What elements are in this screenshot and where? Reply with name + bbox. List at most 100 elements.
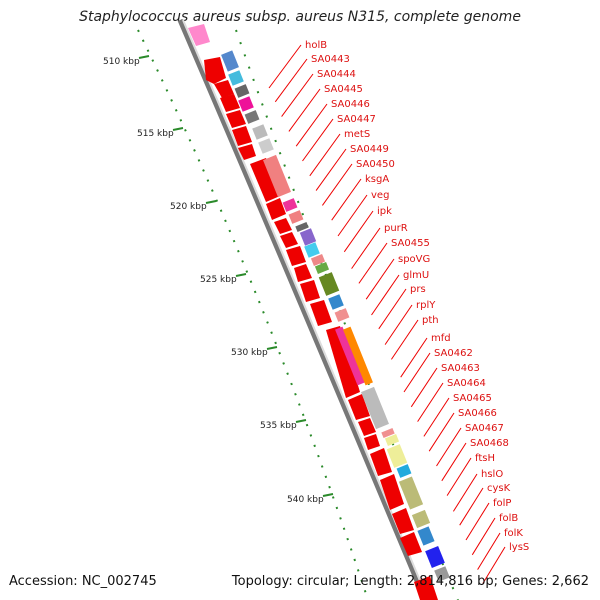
gene-label[interactable]: SA0464: [447, 378, 486, 389]
scale-tick-label: 530 kbp: [231, 348, 268, 358]
gene-arrow: [310, 300, 332, 326]
gene-block: [310, 254, 326, 266]
gene-block: [361, 386, 389, 430]
gene-label-leader: [390, 319, 419, 360]
gene-label-leader: [321, 163, 353, 206]
gene-label[interactable]: SA0466: [458, 408, 497, 419]
gene-label[interactable]: mfd: [431, 333, 451, 344]
scale-tick-mark: [205, 200, 217, 204]
scale-tick-label: 540 kbp: [287, 495, 324, 505]
scale-tick-mark: [138, 55, 150, 59]
gene-label[interactable]: folP: [493, 498, 511, 509]
forward-genes: [188, 24, 438, 600]
gene-arrow: [274, 218, 292, 234]
gene-label[interactable]: SA0449: [350, 144, 389, 155]
gene-arrow: [250, 158, 280, 202]
gene-label[interactable]: SA0447: [337, 114, 376, 125]
gene-label-leader: [471, 517, 496, 556]
gene-block: [396, 464, 412, 478]
genome-backbone: [177, 19, 428, 600]
gene-arrow: [294, 264, 312, 282]
gene-label[interactable]: SA0450: [356, 159, 395, 170]
gene-block: [318, 272, 340, 296]
gene-block: [384, 434, 400, 446]
gene-block: [288, 210, 304, 224]
gene-block: [314, 262, 330, 274]
gene-label[interactable]: SA0445: [324, 84, 363, 95]
genome-summary-text: Topology: circular; Length: 2,814,816 bp…: [231, 574, 589, 589]
gene-label[interactable]: glmU: [403, 270, 429, 281]
gene-label[interactable]: ftsH: [475, 453, 495, 464]
gene-block: [304, 242, 320, 258]
gene-label[interactable]: SA0463: [441, 363, 480, 374]
gene-label[interactable]: folB: [499, 513, 518, 524]
scale-tick-label: 515 kbp: [137, 129, 174, 139]
gene-label[interactable]: purR: [384, 223, 408, 234]
gene-block: [221, 50, 239, 72]
gene-label[interactable]: veg: [371, 190, 389, 201]
scale-tick-label: 535 kbp: [260, 421, 297, 431]
gene-arrow: [204, 57, 226, 84]
gene-arrow: [238, 144, 256, 160]
gene-label-leader: [417, 382, 444, 422]
gene-label-leader: [410, 367, 438, 408]
gene-label-leader: [436, 427, 462, 467]
gene-block: [244, 110, 260, 124]
gene-label-leader: [452, 473, 478, 512]
gene-block: [398, 476, 424, 510]
gene-label[interactable]: ipk: [377, 206, 392, 217]
gene-label[interactable]: rplY: [416, 300, 436, 311]
gene-label-leader: [403, 352, 431, 393]
gene-label-leader: [268, 44, 302, 89]
gene-arrow: [300, 280, 320, 302]
gene-arrow: [370, 448, 392, 476]
gene-label[interactable]: lysS: [509, 542, 529, 553]
gene-label[interactable]: SA0444: [317, 69, 356, 80]
gene-block: [238, 96, 254, 112]
gene-label[interactable]: SA0462: [434, 348, 473, 359]
gene-label[interactable]: folK: [504, 528, 523, 539]
gene-label-leader: [274, 58, 308, 103]
gene-label-leader: [428, 412, 455, 452]
gene-arrow: [358, 418, 376, 436]
map-title: Staphylococcus aureus subsp. aureus N315…: [79, 9, 521, 25]
gene-label[interactable]: SA0443: [311, 54, 350, 65]
gene-arrow: [392, 508, 414, 534]
gene-label-leader: [302, 118, 334, 162]
gene-label[interactable]: SA0455: [391, 238, 430, 249]
gene-label-leader: [288, 88, 321, 132]
gene-label[interactable]: holB: [305, 40, 327, 51]
gene-block: [299, 228, 317, 246]
gene-block: [386, 444, 408, 468]
gene-label[interactable]: metS: [344, 129, 370, 140]
gene-arrow: [348, 394, 370, 420]
gene-label[interactable]: SA0467: [465, 423, 504, 434]
gene-label[interactable]: spoVG: [398, 254, 430, 265]
gene-label[interactable]: SA0468: [470, 438, 509, 449]
gene-label-leader: [465, 502, 490, 541]
gene-arrow: [364, 434, 380, 450]
gene-label[interactable]: ksgA: [365, 174, 389, 185]
gene-label-leader: [482, 546, 506, 584]
gene-label-leader: [400, 337, 428, 378]
gene-label-leader: [423, 397, 450, 437]
gene-label[interactable]: pth: [422, 315, 439, 326]
gene-label[interactable]: SA0446: [331, 99, 370, 110]
gene-arrow: [326, 326, 360, 398]
gene-label[interactable]: hslO: [481, 469, 503, 480]
gene-label[interactable]: SA0465: [453, 393, 492, 404]
gene-block: [334, 308, 350, 322]
gene-label-leader: [331, 178, 362, 221]
gene-label-leader: [315, 148, 347, 191]
scale-tick-mark: [266, 346, 278, 350]
gene-label[interactable]: prs: [410, 284, 426, 295]
gene-label-leader: [384, 304, 413, 345]
gene-arrow: [280, 232, 298, 248]
gene-label[interactable]: cysK: [487, 483, 511, 494]
scale-tick-label: 520 kbp: [170, 202, 207, 212]
gene-arrow-pink: [188, 24, 210, 46]
gene-block: [434, 566, 450, 582]
gene-label-leader: [365, 258, 395, 300]
gene-arrow: [220, 94, 240, 112]
gene-arrow: [414, 576, 438, 600]
